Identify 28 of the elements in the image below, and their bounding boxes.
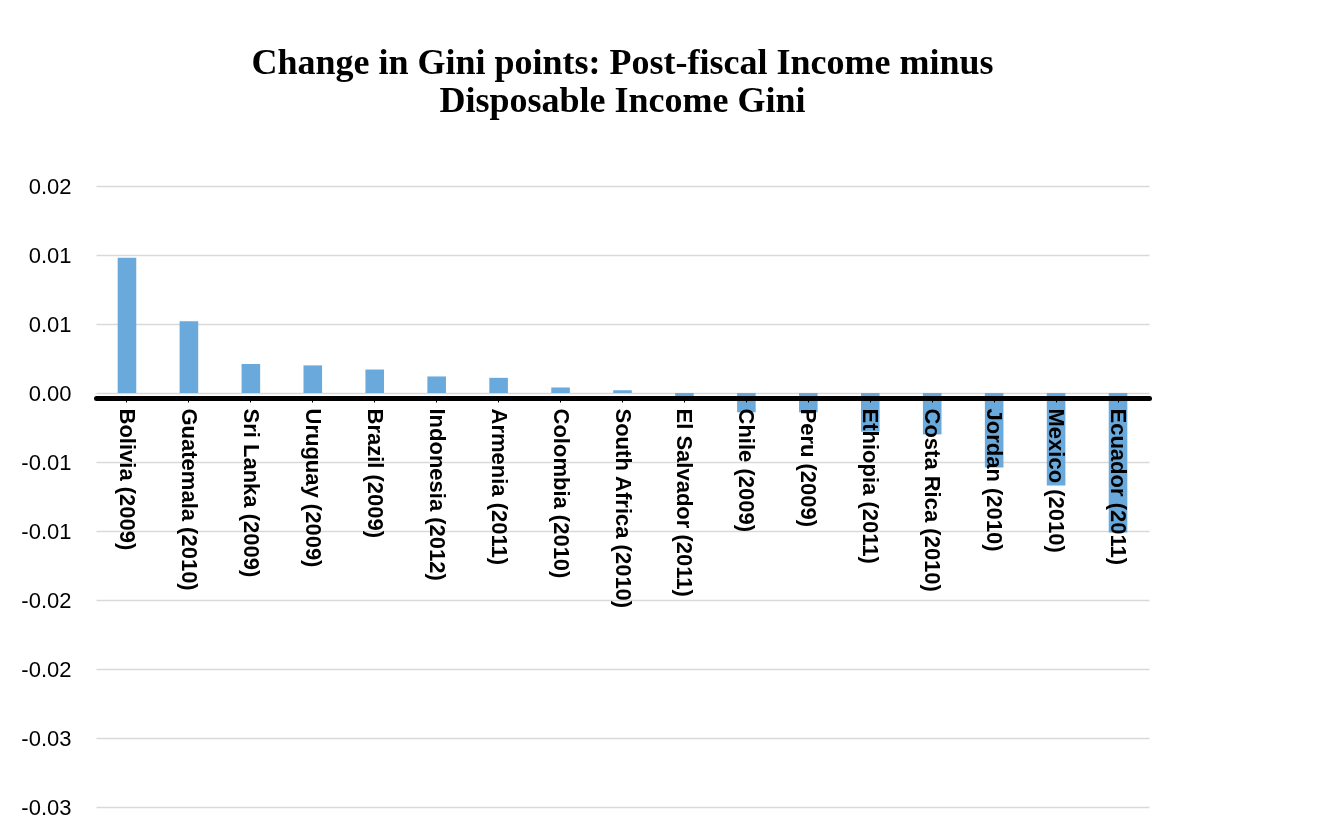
x-tick-label: Sri Lanka (2009) xyxy=(238,408,264,578)
x-tick-label: Armenia (2011) xyxy=(486,408,512,566)
x-tick-label: Indonesia (2012) xyxy=(424,408,450,581)
y-tick-label: -0.01 xyxy=(21,518,72,544)
x-tick-label: Costa Rica (2010) xyxy=(920,408,946,592)
x-tick-label: South Africa (2010) xyxy=(610,408,636,609)
x-tick-label: Ecuador (2011) xyxy=(1106,408,1132,566)
y-tick-label: 0.01 xyxy=(28,311,72,337)
y-tick-label: -0.03 xyxy=(21,725,72,751)
y-tick-label: 0.01 xyxy=(28,242,72,268)
x-tick-label: Guatemala (2010) xyxy=(176,408,202,591)
x-tick-label: Jordan (2010) xyxy=(982,408,1008,552)
y-tick-label: 0.02 xyxy=(28,173,72,199)
y-tick-label: -0.02 xyxy=(21,656,72,682)
x-tick-label: Brazil (2009) xyxy=(362,408,388,539)
chart-title: Change in Gini points: Post-fiscal Income minus Disposable Income Gini xyxy=(251,42,994,120)
x-tick-label: Colombia (2010) xyxy=(548,408,574,579)
x-tick-label: Uruguay (2009) xyxy=(300,408,326,568)
y-tick-label: 0.00 xyxy=(28,380,72,406)
x-tick-label: Bolivia (2009) xyxy=(114,408,140,551)
x-tick-label: Chile (2009) xyxy=(734,408,760,532)
x-tick-label: Ethiopia (2011) xyxy=(858,408,884,564)
y-tick-label: -0.02 xyxy=(21,587,72,613)
x-tick-label: Mexico (2010) xyxy=(1044,408,1070,553)
y-tick-label: -0.01 xyxy=(21,449,72,475)
x-tick-label: El Salvador (2011) xyxy=(672,408,698,597)
x-tick-label: Peru (2009) xyxy=(796,408,822,528)
y-tick-label: -0.03 xyxy=(21,794,72,820)
